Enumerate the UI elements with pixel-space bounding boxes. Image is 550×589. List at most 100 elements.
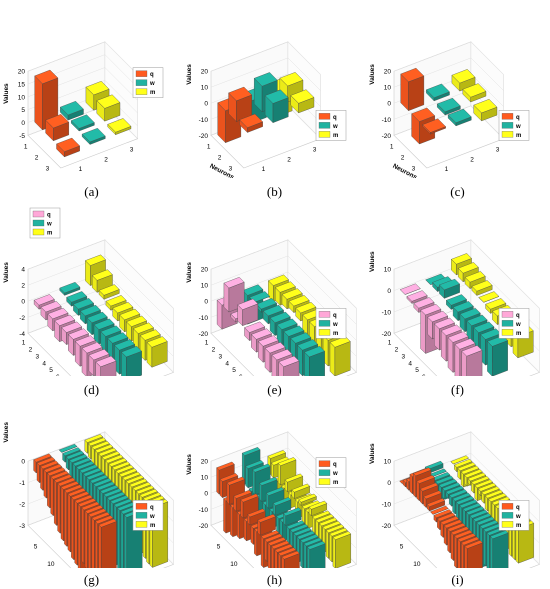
y-tick-label: 0 xyxy=(21,459,25,466)
gridline xyxy=(27,255,174,325)
neuron-tick-label: 4 xyxy=(225,360,229,367)
legend-label: w xyxy=(332,471,338,477)
bar-q-2 xyxy=(228,86,253,123)
gridline xyxy=(210,57,321,91)
bar-m-20 xyxy=(332,531,352,568)
chart-panel: -20-10010Values5101520123Neuronsqwm xyxy=(369,431,540,568)
legend-label: m xyxy=(333,133,338,139)
y-tick-label: 0 xyxy=(21,299,25,306)
y-tick-label: 5 xyxy=(21,107,25,114)
bars xyxy=(400,67,498,145)
legend: qwm xyxy=(498,500,530,531)
legend-label: w xyxy=(46,222,52,228)
neuron-tick-label: 5 xyxy=(34,544,38,551)
neuron-tick-label: 1 xyxy=(390,144,394,151)
legend-swatch-w xyxy=(32,219,45,227)
y-tick-label: 10 xyxy=(18,94,26,101)
bar-w-2 xyxy=(436,97,461,116)
chart-panel: -3-2-10Values5101520123Neuronsqwm xyxy=(3,422,174,568)
legend-swatch-m xyxy=(135,88,148,95)
y-tick-label: -20 xyxy=(382,133,392,140)
y-tick-label: -20 xyxy=(382,523,392,530)
bar-w-1 xyxy=(425,83,450,102)
y-tick-label: 0 xyxy=(204,101,208,108)
y-tick-label: 2 xyxy=(21,283,25,290)
y-tick-label: 0 xyxy=(21,120,25,127)
neuron-tick-label: 4 xyxy=(408,360,412,367)
neuron-tick-label: 1 xyxy=(24,144,28,151)
bar-w-13 xyxy=(282,507,302,526)
neuron-tick-label: 6 xyxy=(422,374,426,376)
bar-q-1 xyxy=(400,67,425,112)
legend-label: q xyxy=(333,462,337,468)
neuron-tick-label: 2 xyxy=(212,347,216,354)
bar-m-3 xyxy=(473,98,498,122)
y-tick-label: -4 xyxy=(19,331,25,338)
bar-m-6 xyxy=(284,473,304,493)
neuron-tick-label: 10 xyxy=(413,561,421,568)
legend-swatch-m xyxy=(32,228,45,236)
bar-q-20 xyxy=(98,518,117,568)
legend-swatch-q xyxy=(318,311,331,318)
bar-m-3 xyxy=(107,118,132,136)
bar-w-3 xyxy=(447,108,472,127)
gene-tick-label: 1 xyxy=(262,166,266,173)
y-tick-label: 0 xyxy=(387,288,391,295)
bar-q-10 xyxy=(430,505,449,515)
bar-w-10 xyxy=(487,335,509,376)
bars xyxy=(217,72,315,144)
legend-label: q xyxy=(47,213,51,219)
bar-w-1 xyxy=(59,100,84,121)
legend-label: q xyxy=(150,505,154,511)
bar-q-2 xyxy=(406,290,428,304)
bar-m-10 xyxy=(298,493,317,506)
legend-label: w xyxy=(515,322,521,328)
gene-tick-label: 2 xyxy=(287,156,291,163)
neuron-tick-label: 1 xyxy=(205,340,209,347)
bar-w-3 xyxy=(439,278,461,299)
chart-panel: -20-1001020Values5101520123Neuronsqwm xyxy=(186,431,357,568)
neuron-tick-label: 5 xyxy=(49,367,53,374)
gridline xyxy=(393,41,504,75)
legend-label: q xyxy=(333,115,337,121)
legend: qwm xyxy=(132,67,164,98)
legend-swatch-w xyxy=(318,469,331,476)
gridline xyxy=(27,239,174,309)
panel-caption: (f) xyxy=(451,382,464,397)
chart-panel: -20-1001020Values12345678910123Neuronsqw… xyxy=(186,239,357,376)
bar-m-10 xyxy=(329,336,351,376)
legend-label: w xyxy=(149,514,155,520)
bar-m-3 xyxy=(290,89,315,114)
legend-label: q xyxy=(516,115,520,121)
legend-label: m xyxy=(150,90,155,96)
gridline xyxy=(210,41,321,75)
y-tick-label: 15 xyxy=(18,82,26,89)
legend-label: w xyxy=(149,81,155,87)
bar-m-8 xyxy=(291,483,311,500)
y-tick-label: -10 xyxy=(382,309,392,316)
chart-panel: -20-10010Values12345678910123Neuronsqwm xyxy=(369,239,540,376)
neuron-tick-label: 5 xyxy=(232,367,236,374)
bar-m-20 xyxy=(515,520,535,564)
legend-swatch-w xyxy=(318,320,331,327)
legend-swatch-m xyxy=(318,131,331,138)
y-tick-label: -10 xyxy=(199,117,209,124)
bar-w-10 xyxy=(304,345,326,376)
y-tick-label: 0 xyxy=(204,299,208,306)
panel-caption: (d) xyxy=(83,382,100,397)
y-axis-label: Values xyxy=(186,64,193,85)
neuron-tick-label: 2 xyxy=(218,155,222,162)
gene-tick-label: 3 xyxy=(130,147,134,154)
neuron-tick-label: 3 xyxy=(46,166,50,173)
legend-swatch-w xyxy=(501,512,514,519)
y-axis-label: Values xyxy=(369,443,376,464)
y-axis-label: Values xyxy=(186,262,193,283)
legend-swatch-q xyxy=(135,70,148,77)
legend-swatch-m xyxy=(501,131,514,138)
neuron-tick-label: 3 xyxy=(219,353,223,360)
bar-m-10 xyxy=(146,336,168,368)
y-tick-label: 20 xyxy=(201,69,209,76)
y-tick-label: -2 xyxy=(19,315,25,322)
